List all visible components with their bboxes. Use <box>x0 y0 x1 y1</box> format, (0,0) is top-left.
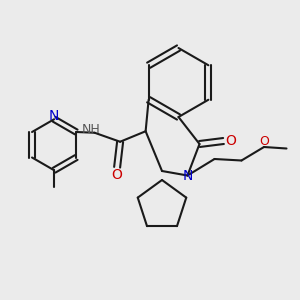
Text: N: N <box>49 109 59 123</box>
Text: O: O <box>226 134 236 148</box>
Text: NH: NH <box>82 123 101 136</box>
Text: O: O <box>259 135 269 148</box>
Text: N: N <box>182 169 193 182</box>
Text: O: O <box>112 168 123 182</box>
